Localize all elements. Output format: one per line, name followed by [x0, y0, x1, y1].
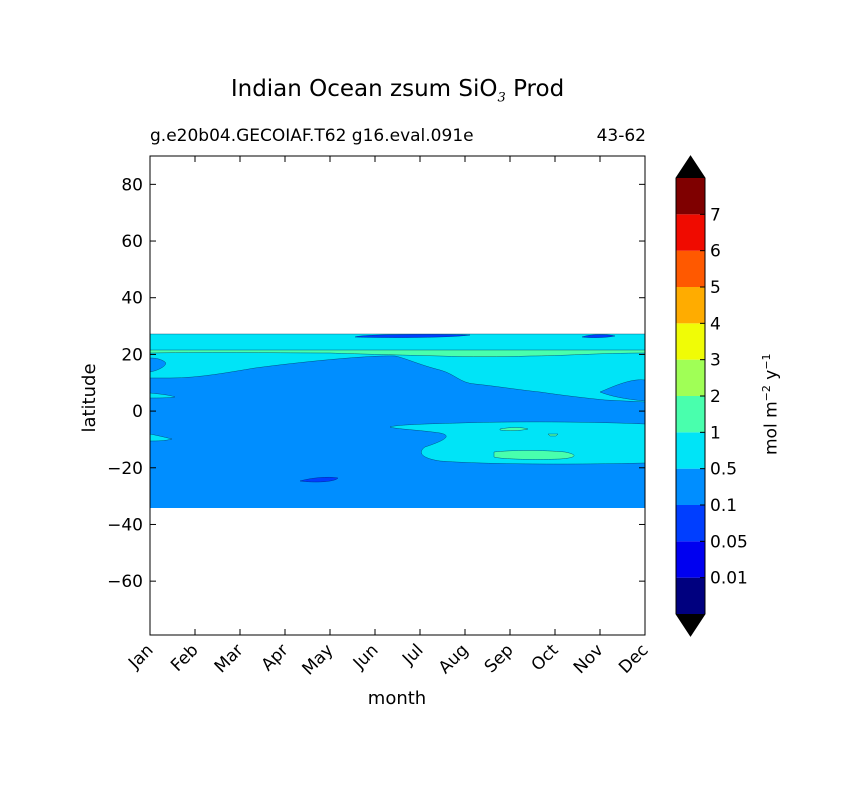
colorbar-extend-max: [676, 156, 705, 178]
colorbar-segment: [676, 250, 705, 287]
colorbar-segment: [676, 323, 705, 360]
y-tick-label: 80: [121, 175, 143, 195]
x-tick-label: May: [299, 640, 338, 679]
y-tick-label: −40: [107, 515, 143, 535]
case-subtitle: g.e20b04.GECOIAF.T62 g16.eval.091e: [150, 126, 474, 146]
colorbar-segment: [676, 505, 705, 542]
x-tick-label: Jan: [124, 640, 157, 673]
contour-region-low-nov: [581, 334, 616, 338]
y-tick-label: 40: [121, 289, 143, 309]
colorbar-segment: [676, 287, 705, 324]
x-tick-label: Dec: [615, 640, 652, 677]
contour-region-west-patch-1: [150, 392, 176, 399]
contour-plot-area: [150, 333, 645, 508]
colorbar-tick-label: 0.5: [710, 460, 737, 480]
x-tick-label: Sep: [481, 640, 518, 677]
contour-region-sep-peak: [499, 427, 529, 431]
colorbar-tick-label: 0.01: [710, 569, 748, 589]
x-tick-label: Oct: [528, 640, 563, 675]
colorbar-segment: [676, 396, 705, 433]
colorbar-tick-label: 6: [710, 242, 721, 262]
colorbar-tick-label: 3: [710, 351, 721, 371]
colorbar-segment: [676, 214, 705, 251]
colorbar-segment: [676, 359, 705, 396]
colorbar-tick-label: 2: [710, 387, 721, 407]
y-tick-label: 20: [121, 345, 143, 365]
y-tick-label: 0: [132, 402, 143, 422]
y-axis-label: latitude: [79, 363, 100, 432]
colorbar-segment: [676, 178, 705, 215]
colorbar-segment: [676, 468, 705, 505]
x-tick-label: Apr: [258, 640, 293, 675]
colorbar: 0.01 0.05 0.1 0.5 1 2 3 4 5 6 7: [675, 155, 748, 637]
chart-title: Indian Ocean zsum SiO3 Prod: [230, 76, 565, 106]
contour-region-oct-dot: [547, 433, 559, 437]
y-tick-label: −20: [107, 459, 143, 479]
colorbar-tick-label: 1: [710, 423, 721, 443]
y-tick-label: −60: [107, 572, 143, 592]
x-tick-label: Mar: [211, 640, 248, 677]
x-axis-label: month: [368, 688, 426, 709]
contour-region-north-peak: [150, 349, 645, 357]
colorbar-outline: [675, 155, 706, 637]
plot-frame: [149, 155, 646, 636]
x-tick-label: Nov: [570, 640, 608, 678]
x-tick-label: Aug: [435, 640, 473, 678]
colorbar-extend-min: [676, 614, 705, 636]
x-tick-label: Jul: [398, 640, 427, 669]
years-subtitle: 43-62: [596, 126, 646, 146]
colorbar-segment: [676, 577, 705, 614]
colorbar-segment: [676, 432, 705, 469]
y-tick-label: 60: [121, 232, 143, 252]
contour-region-south-band: [389, 421, 645, 465]
colorbar-segment: [676, 541, 705, 578]
contour-region-low-jun-aug: [354, 334, 471, 338]
contour-region-west-patch-2: [150, 433, 173, 442]
contour-region-south-peak: [493, 450, 575, 460]
x-tick-label: Jun: [349, 640, 383, 674]
colorbar-tick-label: 5: [710, 278, 721, 298]
y-axis: 80 60 40 20 0 −20 −40 −60: [107, 175, 645, 592]
contour-region-low-may: [299, 477, 339, 483]
x-tick-label: Feb: [167, 640, 202, 675]
colorbar-tick-label: 4: [710, 314, 721, 334]
colorbar-tick-label: 0.1: [710, 496, 737, 516]
colorbar-tick-label: 0.05: [710, 532, 748, 552]
colorbar-tick-label: 7: [710, 205, 721, 225]
